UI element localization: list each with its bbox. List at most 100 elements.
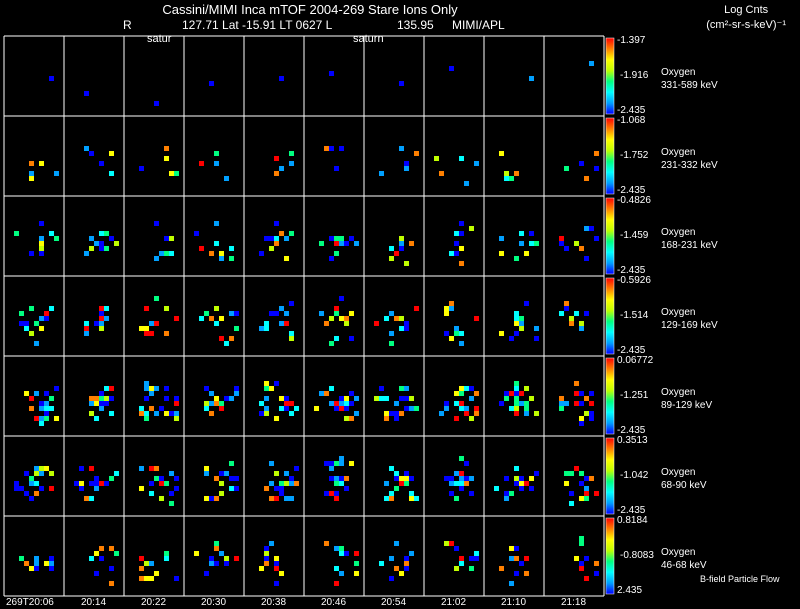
pixel — [174, 401, 179, 406]
pixel — [459, 406, 464, 411]
pixel — [514, 406, 519, 411]
pixel — [284, 256, 289, 261]
pixel — [329, 71, 334, 76]
pixel — [454, 401, 459, 406]
pixel — [224, 396, 229, 401]
pixel — [339, 551, 344, 556]
pixel — [399, 396, 404, 401]
pixel — [224, 176, 229, 181]
pixel — [449, 491, 454, 496]
colorbar-5 — [605, 437, 615, 515]
pixel — [519, 241, 524, 246]
pixel — [29, 396, 34, 401]
image-cell-r5-c2 — [139, 466, 179, 506]
pixel — [204, 471, 209, 476]
pixel — [149, 561, 154, 566]
pixel — [159, 481, 164, 486]
pixel — [574, 466, 579, 471]
pixel — [389, 491, 394, 496]
pixel — [564, 166, 569, 171]
pixel — [589, 476, 594, 481]
pixel — [89, 496, 94, 501]
image-cell-r5-c4 — [264, 461, 299, 501]
image-cell-r2-c2 — [154, 221, 174, 261]
pixel — [19, 321, 24, 326]
pixel — [29, 566, 34, 571]
pixel — [44, 316, 49, 321]
pixel — [284, 496, 289, 501]
pixel — [569, 491, 574, 496]
energy-range: 331-589 keV — [661, 80, 718, 91]
pixel — [514, 556, 519, 561]
pixel — [409, 551, 414, 556]
pixel — [174, 416, 179, 421]
image-cell-r2-c4 — [259, 221, 294, 261]
pixel — [334, 546, 339, 551]
pixel — [564, 301, 569, 306]
pixel — [229, 246, 234, 251]
pixel — [164, 236, 169, 241]
pixel — [29, 406, 34, 411]
pixel — [209, 401, 214, 406]
pixel — [579, 536, 584, 541]
pixel — [29, 481, 34, 486]
pixel — [474, 406, 479, 411]
pixel — [389, 331, 394, 336]
pixel — [49, 556, 54, 561]
pixel — [349, 401, 354, 406]
pixel — [289, 401, 294, 406]
pixel — [89, 481, 94, 486]
image-cell-r3-c4 — [259, 301, 294, 341]
image-cell-r3-c7 — [444, 301, 479, 346]
pixel — [174, 486, 179, 491]
pixel — [464, 461, 469, 466]
pixel — [279, 571, 284, 576]
colorbar-max-label: -0.5926 — [617, 275, 651, 286]
pixel — [454, 481, 459, 486]
grid-lines — [3, 35, 605, 597]
pixel — [399, 316, 404, 321]
pixel — [589, 416, 594, 421]
pixel — [339, 461, 344, 466]
pixel — [284, 471, 289, 476]
pixel — [399, 411, 404, 416]
pixel — [209, 496, 214, 501]
pixel — [89, 401, 94, 406]
pixel — [329, 256, 334, 261]
pixel — [579, 471, 584, 476]
image-cell-r6-c9 — [574, 536, 599, 581]
pixel — [509, 406, 514, 411]
pixel — [234, 556, 239, 561]
colorbar-mid-label: -1.916 — [620, 70, 649, 81]
pixel — [334, 336, 339, 341]
pixel — [144, 411, 149, 416]
image-cell-r4-c8 — [499, 381, 539, 416]
pixel — [104, 481, 109, 486]
pixel — [399, 386, 404, 391]
image-cell-r6-c7 — [444, 541, 479, 571]
pixel — [139, 486, 144, 491]
pixel — [434, 156, 439, 161]
pixel — [514, 571, 519, 576]
image-cell-r0-c8 — [529, 76, 534, 81]
pixel — [384, 316, 389, 321]
pixel — [94, 416, 99, 421]
pixel — [274, 416, 279, 421]
pixel — [469, 396, 474, 401]
pixel — [459, 456, 464, 461]
pixel — [409, 476, 414, 481]
pixel — [404, 161, 409, 166]
pixel — [594, 166, 599, 171]
pixel — [324, 491, 329, 496]
pixel — [84, 326, 89, 331]
pixel — [34, 466, 39, 471]
pixel — [459, 476, 464, 481]
pixel — [459, 261, 464, 266]
pixel — [509, 336, 514, 341]
pixel — [34, 491, 39, 496]
pixel — [39, 471, 44, 476]
pixel — [499, 401, 504, 406]
image-cell-r2-c6 — [389, 236, 414, 266]
pixel — [154, 411, 159, 416]
pixel — [334, 581, 339, 586]
